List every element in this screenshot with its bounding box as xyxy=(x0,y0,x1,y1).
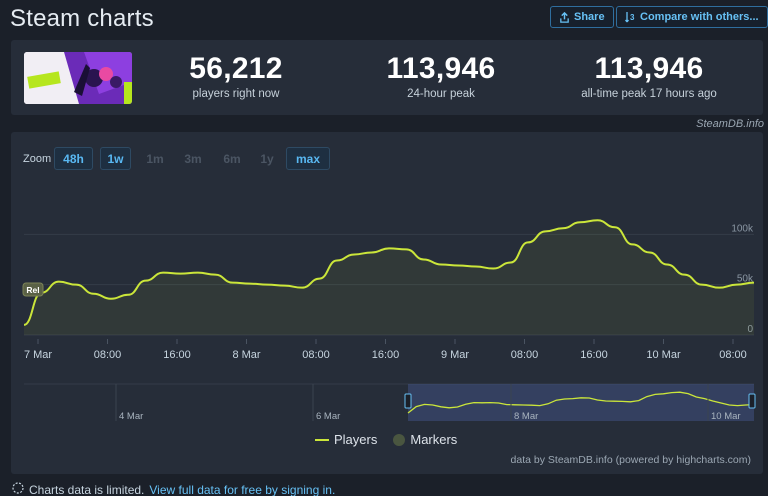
svg-text:3: 3 xyxy=(630,13,635,22)
compare-button[interactable]: 3 Compare with others... xyxy=(616,6,768,28)
y-tick-label: 100k xyxy=(731,223,754,234)
player-chart[interactable]: 0 50k 100k 7 Mar 08:00 16:00 8 Mar 08:00 16:00 9 … xyxy=(11,132,763,432)
chart-panel: Zoom 48h 1w 1m 3m 6m 1y max 0 50k 100k 7 Ma… xyxy=(11,132,763,474)
share-button[interactable]: Share xyxy=(550,6,614,28)
notice-text: Charts data is limited. xyxy=(29,482,145,496)
peak-24h-value: 113,946 xyxy=(386,52,496,85)
steamdb-credit: SteamDB.info xyxy=(696,118,764,130)
data-limited-notice: Charts data is limited. View full data f… xyxy=(12,482,335,496)
zoom-1w-button[interactable]: 1w xyxy=(100,147,131,170)
share-label: Share xyxy=(574,11,605,23)
navigator-label: 10 Mar xyxy=(711,411,741,422)
navigator-series xyxy=(407,391,755,414)
zoom-3m-button[interactable]: 3m xyxy=(184,151,202,166)
x-tick-label: 08:00 xyxy=(94,349,122,361)
x-tick-label: 8 Mar xyxy=(232,349,260,361)
navigator-label: 8 Mar xyxy=(514,411,538,422)
navigator-label: 4 Mar xyxy=(119,411,143,422)
y-tick-label: 0 xyxy=(747,324,753,335)
navigator-selection xyxy=(408,384,754,421)
markers-dot-icon xyxy=(393,433,406,446)
legend-players[interactable]: Players xyxy=(315,432,377,447)
y-tick-label: 50k xyxy=(737,274,754,285)
stat-alltime-peak: 113,946 all-time peak 17 hours ago xyxy=(569,52,729,101)
sign-in-link[interactable]: View full data for free by signing in. xyxy=(149,482,336,496)
players-line-icon xyxy=(315,438,329,441)
legend-markers-label: Markers xyxy=(410,432,458,447)
legend-markers[interactable]: Markers xyxy=(393,432,457,447)
x-tick-label: 9 Mar xyxy=(441,349,469,361)
zoom-max-button[interactable]: max xyxy=(286,147,330,170)
release-marker xyxy=(22,282,44,297)
compare-label: Compare with others... xyxy=(640,11,759,23)
page-title: Steam charts xyxy=(10,5,154,32)
x-tick-label: 16:00 xyxy=(580,349,608,361)
game-thumbnail[interactable] xyxy=(24,52,132,104)
x-tick-label: 10 Mar xyxy=(646,349,681,361)
zoom-1y-button[interactable]: 1y xyxy=(260,151,274,166)
stat-24h-peak: 113,946 24-hour peak xyxy=(381,52,501,101)
x-tick-label: 16:00 xyxy=(163,349,191,361)
zoom-1m-button[interactable]: 1m xyxy=(146,151,164,166)
chart-legend: Players Markers xyxy=(315,432,457,447)
current-players-label: players right now xyxy=(192,88,280,100)
x-tick-label: 08:00 xyxy=(719,349,747,361)
alltime-peak-label: all-time peak 17 hours ago xyxy=(581,88,717,100)
navigator-handle-left[interactable] xyxy=(404,393,412,409)
info-circle-icon xyxy=(12,482,24,496)
share-icon xyxy=(559,11,570,23)
zoom-48h-button[interactable]: 48h xyxy=(54,147,93,170)
zoom-label: Zoom xyxy=(23,153,52,165)
x-tick-label: 16:00 xyxy=(372,349,400,361)
stats-panel: 56,212 players right now 113,946 24-hour… xyxy=(11,40,763,115)
peak-24h-label: 24-hour peak xyxy=(407,88,475,100)
navigator-handle-right[interactable] xyxy=(748,393,756,409)
players-line xyxy=(23,219,755,326)
chart-source: data by SteamDB.info (powered by highcha… xyxy=(510,454,751,466)
players-area xyxy=(24,220,754,335)
release-marker-label: Rel xyxy=(26,285,39,295)
compare-icon: 3 xyxy=(625,11,636,23)
zoom-6m-button[interactable]: 6m xyxy=(223,151,241,166)
x-tick-label: 7 Mar xyxy=(24,349,52,361)
x-tick-label: 08:00 xyxy=(302,349,330,361)
navigator-label: 6 Mar xyxy=(316,411,340,422)
current-players-value: 56,212 xyxy=(189,52,283,85)
legend-players-label: Players xyxy=(334,432,378,447)
x-tick-label: 08:00 xyxy=(511,349,539,361)
alltime-peak-value: 113,946 xyxy=(594,52,704,85)
stat-current-players: 56,212 players right now xyxy=(176,52,296,101)
